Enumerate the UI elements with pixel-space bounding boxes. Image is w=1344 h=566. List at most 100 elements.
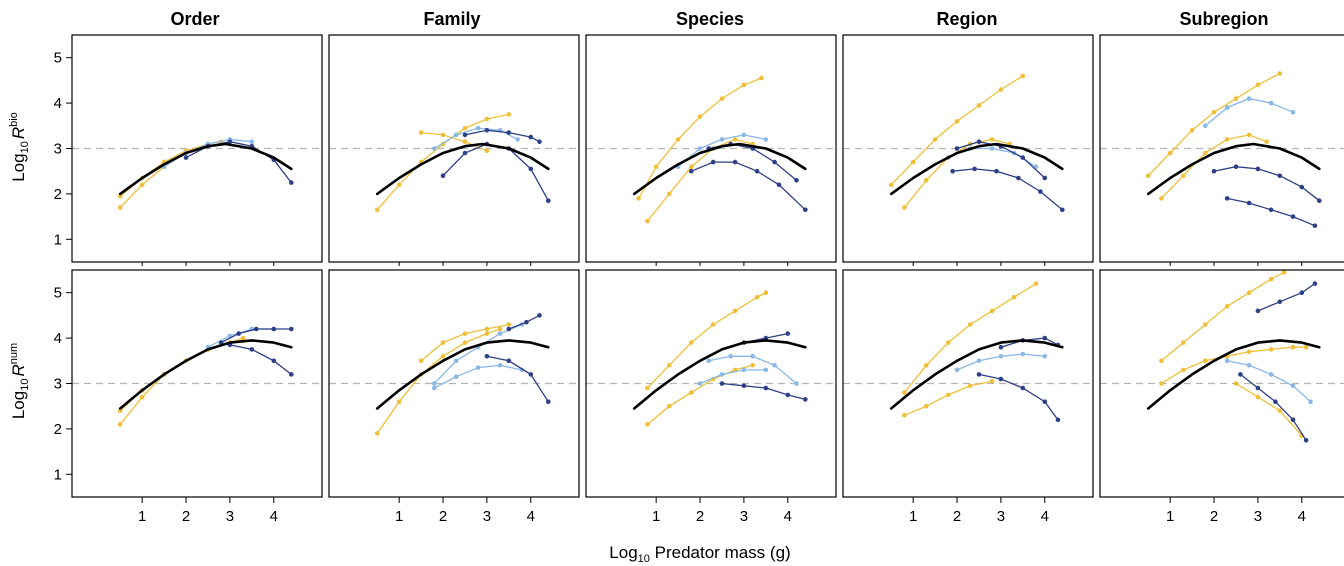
data-point [1268,347,1274,352]
data-point [759,75,764,81]
x-tick-label: 2 [439,508,447,525]
x-label-subscript: 10 [638,553,650,565]
y-tick-label: 5 [54,50,62,67]
panel-frame [842,269,1094,498]
data-point [475,125,481,131]
data-point [719,96,725,101]
data-point [888,182,894,188]
data-point [117,408,123,414]
data-point [432,381,437,386]
data-point [418,130,424,135]
data-point [1268,276,1274,282]
series-line [721,382,806,401]
series-line [903,138,1010,208]
data-point [139,394,145,400]
data-point [719,381,725,386]
x-label-prefix: Log [609,543,637,562]
x-tick-label: 1 [138,508,146,525]
data-point [763,290,769,296]
data-point [989,378,995,384]
data-point [976,372,982,377]
series-group [1145,71,1322,228]
series-group [888,73,1065,213]
data-point [253,326,259,332]
data-point [374,207,380,213]
data-point [1277,173,1283,178]
data-point [515,137,520,142]
data-point [998,354,1004,359]
data-point [1224,137,1230,142]
data-point [1020,351,1026,357]
x-tick-label: 3 [997,508,1005,525]
data-point [1203,150,1208,156]
data-point [183,155,189,160]
data-point [728,354,733,359]
y-label-rbio-italic: R [9,127,28,139]
data-point [932,137,938,142]
data-point [902,205,907,210]
overall-fit-line [375,142,550,196]
series-line [691,161,806,211]
data-point [976,103,982,108]
data-point [1203,322,1208,327]
data-point [1224,358,1230,364]
series-group [632,290,808,427]
data-point [240,335,246,341]
data-point [645,385,650,391]
data-point [1211,109,1217,115]
data-point [236,331,241,336]
data-point [732,308,738,314]
data-point [271,358,277,364]
data-point [484,128,490,133]
series-line [1227,360,1311,403]
series-line [952,168,1063,211]
data-point [1246,363,1252,368]
data-point [1033,164,1039,169]
series-line [646,292,767,389]
svg-text:Log10 Predator mass (g): Log10 Predator mass (g) [609,543,790,565]
data-point [1277,299,1283,305]
data-point [1181,173,1186,178]
data-point [976,358,982,364]
y-tick-label: 4 [54,330,62,347]
svg-text:Log10Rnum: Log10 Rnum [8,343,31,419]
data-point [776,182,782,188]
data-point [1020,73,1026,79]
x-tick-label: 4 [1298,508,1306,525]
data-point [1303,344,1309,350]
data-point [249,139,255,144]
x-tick-label: 3 [1254,508,1262,525]
data-point [1042,175,1048,181]
data-point [289,180,294,185]
panel-frame [328,34,580,263]
data-point [750,354,755,359]
data-point [1042,354,1048,359]
y-label-rbio-superscript: bio [8,112,20,127]
data-point [1268,372,1274,377]
data-point [484,116,490,122]
y-label-rnum-italic: R [9,364,28,376]
data-point [462,150,468,156]
y-tick-label: 1 [54,466,62,483]
data-point [462,139,468,144]
panel-frame [328,269,580,498]
data-point [1238,372,1243,377]
data-point [1042,335,1048,341]
data-point [772,363,777,368]
x-label-suffix: Predator mass (g) [650,543,791,562]
data-point [1312,281,1318,286]
data-point [989,308,995,314]
data-point [1299,290,1305,296]
series-line [119,141,222,197]
data-point [1145,173,1151,178]
data-point [1159,381,1164,386]
y-tick-label: 4 [54,95,62,112]
data-point [396,399,402,405]
data-point [1290,417,1296,423]
data-point [1246,132,1252,138]
data-point [645,422,650,427]
panel-rbio-species [585,34,837,266]
data-point [706,358,712,364]
data-point [528,134,534,140]
data-point [954,146,960,151]
